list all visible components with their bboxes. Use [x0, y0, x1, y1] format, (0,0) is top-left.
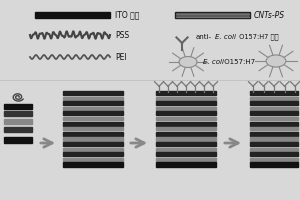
Text: PEI: PEI [115, 52, 127, 62]
Bar [63, 148, 123, 151]
Bar [250, 97, 298, 100]
Bar [156, 117, 216, 120]
Bar [250, 107, 298, 110]
Bar [63, 101, 123, 105]
Bar [63, 132, 123, 136]
Bar [35, 12, 110, 18]
Bar [63, 107, 123, 110]
Text: ITO 基底: ITO 基底 [115, 10, 140, 20]
Bar [156, 142, 216, 146]
Bar [63, 142, 123, 146]
Bar [63, 158, 123, 161]
Text: O157:H7 多抗: O157:H7 多抗 [237, 34, 278, 40]
Bar [250, 148, 298, 151]
Bar [63, 117, 123, 120]
Bar [63, 127, 123, 130]
Bar [250, 127, 298, 130]
Bar [63, 137, 123, 140]
Text: PSS: PSS [115, 30, 129, 40]
Bar [175, 12, 250, 18]
Text: E. coli: E. coli [215, 34, 236, 40]
Bar [63, 152, 123, 156]
Bar [63, 162, 123, 167]
Ellipse shape [266, 55, 286, 67]
Bar [4, 127, 32, 132]
Bar [63, 91, 123, 95]
Text: anti-: anti- [196, 34, 212, 40]
Bar [4, 137, 32, 143]
Bar [156, 158, 216, 161]
Bar [250, 162, 298, 167]
Bar [250, 158, 298, 161]
Bar [250, 111, 298, 115]
Text: O157:H7: O157:H7 [222, 59, 255, 65]
Bar [156, 97, 216, 100]
Bar [63, 122, 123, 126]
Ellipse shape [179, 56, 197, 68]
Text: CNTs-PS: CNTs-PS [254, 10, 285, 20]
Bar [156, 101, 216, 105]
Bar [156, 91, 216, 95]
Bar [250, 117, 298, 120]
Bar [4, 111, 32, 116]
Bar [156, 137, 216, 140]
Bar [250, 91, 298, 95]
Bar [156, 152, 216, 156]
Bar [156, 127, 216, 130]
Bar [156, 107, 216, 110]
Bar [250, 122, 298, 126]
Bar [250, 101, 298, 105]
Bar [156, 162, 216, 167]
Text: E. coli: E. coli [203, 59, 224, 65]
Bar [156, 132, 216, 136]
Bar [250, 137, 298, 140]
Bar [4, 104, 32, 109]
Bar [250, 142, 298, 146]
Bar [4, 119, 32, 124]
Bar [250, 132, 298, 136]
Bar [63, 97, 123, 100]
Bar [250, 152, 298, 156]
Bar [156, 148, 216, 151]
Bar [156, 111, 216, 115]
Bar [156, 122, 216, 126]
Bar [63, 111, 123, 115]
